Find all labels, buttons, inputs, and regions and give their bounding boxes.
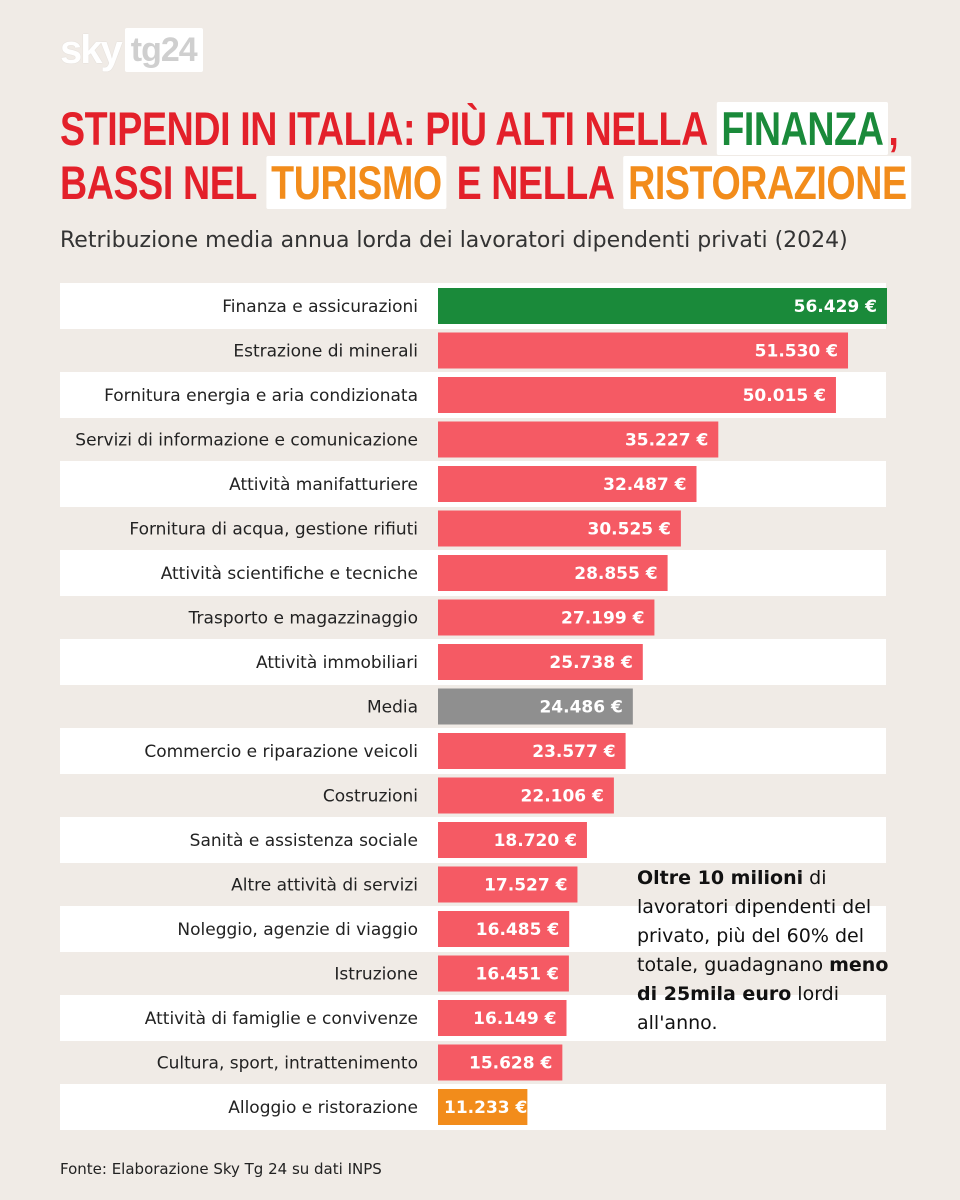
bar	[438, 1000, 567, 1036]
value-label: 23.577 €	[532, 742, 615, 762]
title-line-1-text: STIPENDI IN ITALIA: PIÙ ALTI NELLA	[60, 102, 707, 155]
bar	[438, 377, 836, 413]
category-label: Attività manifatturiere	[229, 475, 418, 495]
value-label: 16.485 €	[476, 920, 559, 940]
value-label: 50.015 €	[743, 386, 826, 406]
source-note: Fonte: Elaborazione Sky Tg 24 su dati IN…	[60, 1160, 382, 1178]
title-line-1: STIPENDI IN ITALIA: PIÙ ALTI NELLA FINAN…	[60, 102, 899, 156]
title-highlight-turismo: TURISMO	[266, 156, 447, 209]
value-label: 27.199 €	[561, 609, 644, 629]
note-bold-1: Oltre 10 milioni	[637, 867, 804, 889]
logo-sky-text: sky	[60, 28, 123, 72]
category-label: Attività di famiglie e convivenze	[145, 1009, 418, 1029]
value-label: 16.149 €	[473, 1009, 556, 1029]
bar	[438, 466, 697, 502]
value-label: 35.227 €	[625, 431, 708, 451]
category-label: Costruzioni	[323, 787, 418, 807]
value-label: 24.486 €	[539, 698, 622, 718]
value-label: 51.530 €	[755, 342, 838, 362]
note-text-1: di lavoratori dipendenti del privato, pi…	[637, 867, 872, 976]
value-label: 25.738 €	[549, 653, 632, 673]
category-label: Fornitura energia e aria condizionata	[104, 386, 418, 406]
value-label: 18.720 €	[494, 831, 577, 851]
category-label: Istruzione	[334, 965, 418, 985]
value-label: 28.855 €	[574, 564, 657, 584]
title-line-2-pre: BASSI NEL	[60, 156, 257, 209]
bar	[438, 777, 614, 814]
bar	[438, 1044, 563, 1081]
bar	[438, 866, 578, 903]
value-label: 22.106 €	[521, 787, 604, 807]
bar	[438, 733, 626, 769]
note-text-2: lordi all'anno.	[637, 983, 840, 1034]
value-label: 16.451 €	[476, 965, 559, 985]
bar	[438, 822, 587, 858]
sky-tg24-logo: sky tg24	[60, 28, 203, 72]
category-label: Servizi di informazione e comunicazione	[75, 431, 418, 451]
category-label: Trasporto e magazzinaggio	[188, 609, 418, 629]
page-title: STIPENDI IN ITALIA: PIÙ ALTI NELLA FINAN…	[60, 102, 940, 210]
bar	[438, 955, 569, 992]
bar	[438, 911, 570, 947]
bar	[438, 288, 887, 324]
category-label: Attività scientifiche e tecniche	[161, 564, 418, 584]
title-highlight-ristorazione: RISTORAZIONE	[623, 156, 912, 209]
note-bold-2: meno di 25mila euro	[637, 954, 889, 1005]
bar	[438, 1089, 528, 1125]
chart-subtitle: Retribuzione media annua lorda dei lavor…	[60, 228, 848, 253]
category-label: Alloggio e ristorazione	[228, 1098, 418, 1118]
category-label: Altre attività di servizi	[231, 876, 418, 896]
bar	[438, 510, 681, 547]
value-label: 11.233 €	[444, 1098, 527, 1118]
bar	[438, 555, 668, 591]
title-line-2: BASSI NEL TURISMO E NELLA RISTORAZIONE	[60, 156, 912, 210]
category-label: Sanità e assistenza sociale	[190, 831, 418, 851]
bar	[438, 644, 643, 680]
value-label: 17.527 €	[484, 876, 567, 896]
logo-tg24-text: tg24	[124, 28, 203, 72]
category-label: Finanza e assicurazioni	[222, 297, 418, 317]
category-label: Noleggio, agenzie di viaggio	[177, 920, 418, 940]
bar	[438, 688, 633, 725]
title-line-2-mid: E NELLA	[456, 156, 614, 209]
value-label: 56.429 €	[794, 297, 877, 317]
bar	[438, 599, 655, 636]
title-highlight-finanza: FINANZA	[716, 102, 889, 155]
category-label: Commercio e riparazione veicoli	[144, 742, 418, 762]
category-label: Media	[367, 698, 418, 718]
category-label: Attività immobiliari	[256, 653, 418, 673]
annotation-note: Oltre 10 milioni di lavoratori dipendent…	[637, 864, 892, 1038]
value-label: 30.525 €	[588, 520, 671, 540]
value-label: 32.487 €	[603, 475, 686, 495]
category-label: Estrazione di minerali	[233, 342, 418, 362]
title-comma: ,	[888, 102, 899, 155]
category-label: Cultura, sport, intrattenimento	[157, 1054, 418, 1074]
bar	[438, 332, 849, 369]
value-label: 15.628 €	[469, 1054, 552, 1074]
bar	[438, 421, 719, 458]
category-label: Fornitura di acqua, gestione rifiuti	[129, 520, 418, 540]
